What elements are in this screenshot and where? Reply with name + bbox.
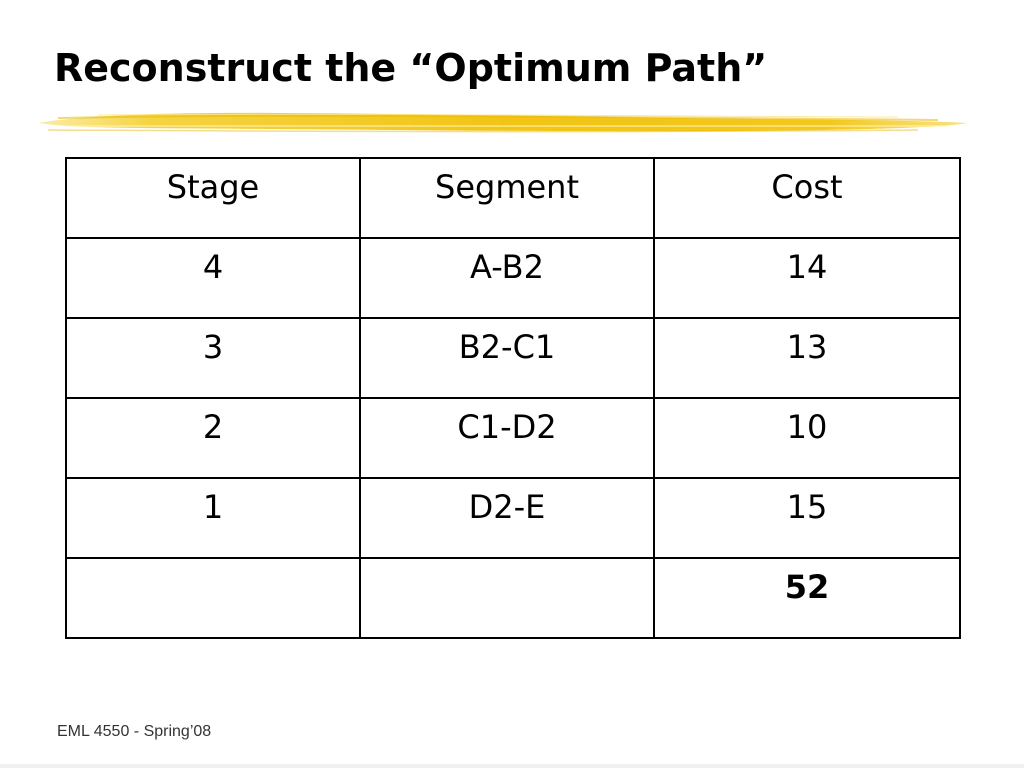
table-header-row: Stage Segment Cost [65, 157, 961, 239]
slide-title: Reconstruct the “Optimum Path” [54, 46, 768, 90]
table-row: 3 B2-C1 13 [65, 317, 961, 399]
segment-cell [359, 557, 655, 639]
table-row: 1 D2-E 15 [65, 477, 961, 559]
table-total-row: 52 [65, 557, 961, 639]
cost-cell: 10 [653, 397, 961, 479]
cost-cell: 15 [653, 477, 961, 559]
cost-cell: 13 [653, 317, 961, 399]
stage-cell: 2 [65, 397, 361, 479]
table-row: 4 A-B2 14 [65, 237, 961, 319]
stage-cell: 1 [65, 477, 361, 559]
column-header-segment: Segment [359, 157, 655, 239]
stage-cell: 4 [65, 237, 361, 319]
optimum-path-table: Stage Segment Cost 4 A-B2 14 3 B2-C1 1 3 … [65, 157, 961, 639]
title-underline-brush [38, 112, 968, 133]
stage-cell: 3 [65, 317, 361, 399]
cost-cell: 14 [653, 237, 961, 319]
segment-cell: C1-D2 [359, 397, 655, 479]
column-header-cost: Cost [653, 157, 961, 239]
segment-cell: B2-C1 [359, 317, 655, 399]
stage-cell [65, 557, 361, 639]
column-header-stage: Stage [65, 157, 361, 239]
total-cost-cell: 52 [653, 557, 961, 639]
slide-footer: EML 4550 - Spring’08 [57, 723, 212, 740]
bottom-divider [0, 764, 1024, 768]
table-row: 2 C1-D2 10 [65, 397, 961, 479]
segment-cell: D2-E [359, 477, 655, 559]
optimum-path-table-container: Stage Segment Cost 4 A-B2 14 3 B2-C1 1 3 … [65, 157, 961, 639]
segment-cell: A-B2 [359, 237, 655, 319]
